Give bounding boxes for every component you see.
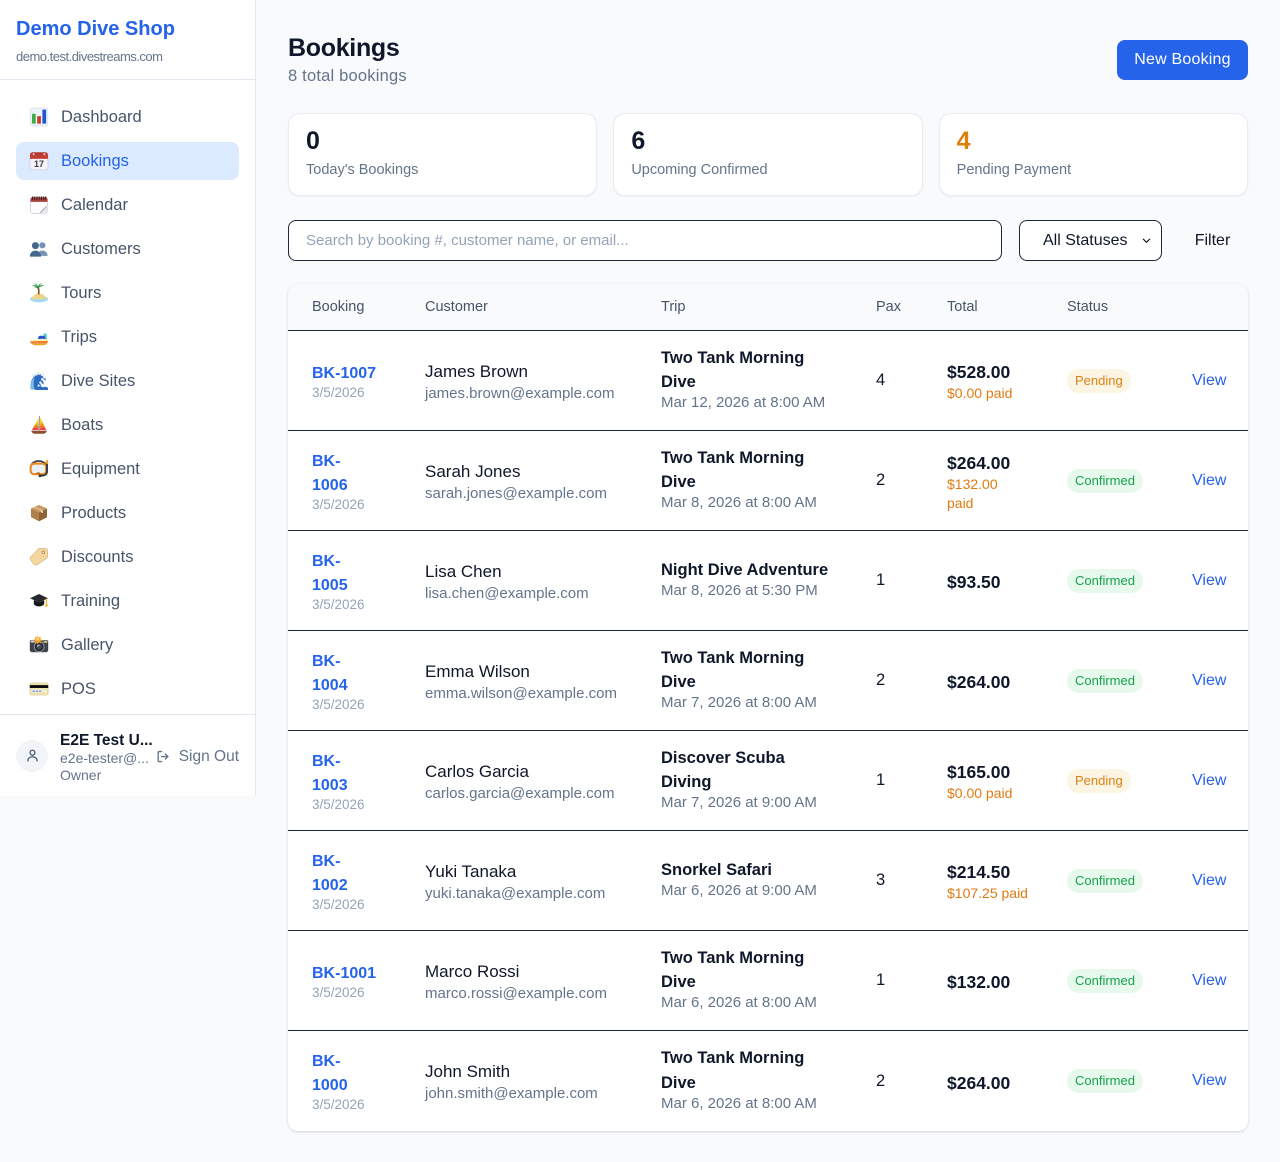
- svg-text:17: 17: [34, 159, 44, 169]
